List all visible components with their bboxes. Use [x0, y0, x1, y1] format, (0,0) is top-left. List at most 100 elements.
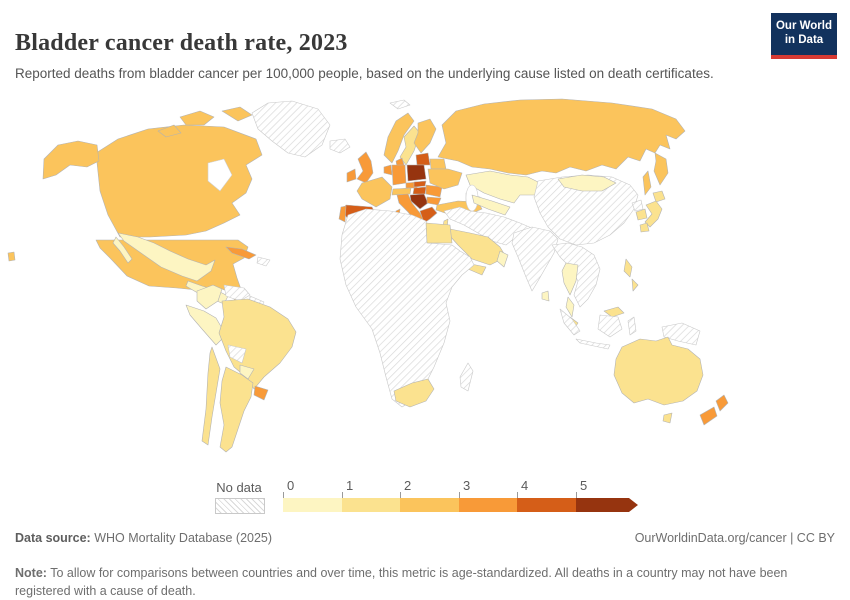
- country-thailand[interactable]: [561, 262, 579, 296]
- country-canada-arctic[interactable]: [179, 110, 215, 126]
- country-south-korea[interactable]: [635, 208, 648, 221]
- legend-tickline: [342, 492, 343, 498]
- country-philippines[interactable]: [623, 258, 633, 278]
- region-austria-switzerland[interactable]: [391, 187, 412, 196]
- country-canada-arctic[interactable]: [221, 106, 253, 122]
- country-brazil[interactable]: [218, 298, 297, 390]
- legend-no-data-swatch[interactable]: [215, 498, 265, 514]
- country-venezuela[interactable]: [223, 284, 251, 302]
- country-japan-hokkaido[interactable]: [652, 190, 666, 203]
- country-uk[interactable]: [356, 151, 374, 184]
- country-south-africa[interactable]: [393, 378, 435, 408]
- country-mongolia[interactable]: [557, 174, 617, 192]
- footer-note: Note: To allow for comparisons between c…: [15, 564, 837, 600]
- country-russia-sakhalin[interactable]: [642, 170, 652, 196]
- country-france[interactable]: [356, 176, 393, 208]
- legend-bin-3-4[interactable]: [458, 498, 518, 512]
- legend-tick-5: 5: [580, 478, 588, 493]
- country-australia[interactable]: [613, 336, 704, 406]
- country-belarus[interactable]: [429, 158, 447, 170]
- legend-bin-0-1[interactable]: [283, 498, 342, 512]
- data-source-text: Data source: WHO Mortality Database (202…: [15, 531, 272, 545]
- world-choropleth-map[interactable]: [0, 95, 850, 477]
- country-mexico-baja[interactable]: [112, 236, 133, 264]
- legend-tickline: [283, 492, 284, 498]
- country-indonesia-sumatra[interactable]: [559, 308, 581, 336]
- country-indonesia-sulawesi[interactable]: [627, 316, 637, 336]
- map-legend: No data 0 1 2 3 4 5: [0, 478, 850, 518]
- legend-tickline: [517, 492, 518, 498]
- country-indonesia-borneo[interactable]: [597, 314, 623, 338]
- country-russia[interactable]: [437, 98, 686, 176]
- region-benelux[interactable]: [383, 164, 393, 176]
- legend-tick-4: 4: [521, 478, 529, 493]
- country-new-guinea[interactable]: [661, 322, 701, 346]
- country-mexico[interactable]: [117, 232, 216, 282]
- country-egypt[interactable]: [425, 222, 453, 244]
- country-chile[interactable]: [201, 346, 221, 446]
- country-kazakhstan[interactable]: [465, 170, 541, 204]
- country-philippines-south[interactable]: [631, 278, 639, 292]
- country-colombia[interactable]: [196, 284, 223, 310]
- hudson-bay: [207, 158, 233, 192]
- country-new-zealand-south[interactable]: [699, 406, 718, 426]
- legend-bin-4-5[interactable]: [517, 498, 576, 512]
- country-sri-lanka[interactable]: [541, 290, 550, 302]
- data-source-value: WHO Mortality Database (2025): [90, 531, 273, 545]
- country-thailand-peninsula[interactable]: [565, 296, 575, 318]
- legend-tick-3: 3: [463, 478, 471, 493]
- country-russia-kamchatka[interactable]: [653, 152, 669, 186]
- country-hispaniola[interactable]: [256, 256, 271, 267]
- country-bulgaria[interactable]: [426, 196, 442, 206]
- country-indonesia-java[interactable]: [575, 338, 611, 350]
- country-australia-tasmania[interactable]: [662, 412, 673, 424]
- country-japan-honshu[interactable]: [644, 200, 663, 228]
- country-portugal[interactable]: [338, 205, 347, 223]
- legend-bin-1-2[interactable]: [341, 498, 401, 512]
- country-slovakia[interactable]: [413, 180, 427, 188]
- region-peru-ecuador[interactable]: [185, 304, 227, 346]
- country-hawaii[interactable]: [7, 251, 16, 262]
- country-uruguay[interactable]: [253, 385, 269, 401]
- country-poland[interactable]: [406, 164, 427, 182]
- owid-logo-line1: Our World: [775, 20, 832, 33]
- data-source-label: Data source:: [15, 531, 91, 545]
- footer-note-text: To allow for comparisons between countri…: [15, 565, 788, 599]
- footer-source-row: Data source: WHO Mortality Database (202…: [15, 531, 835, 545]
- country-alaska[interactable]: [42, 140, 100, 180]
- country-malaysia-borneo[interactable]: [603, 306, 625, 318]
- country-argentina[interactable]: [219, 366, 254, 453]
- country-new-zealand-north[interactable]: [715, 394, 729, 412]
- country-hungary[interactable]: [412, 186, 427, 195]
- legend-bin-2-3[interactable]: [400, 498, 459, 512]
- legend-bin-5+[interactable]: [576, 498, 638, 512]
- country-germany[interactable]: [391, 164, 407, 186]
- owid-logo-line2: in Data: [784, 34, 824, 46]
- country-madagascar[interactable]: [459, 362, 474, 392]
- owid-logo[interactable]: Our World in Data: [771, 13, 837, 59]
- country-canada-arctic[interactable]: [157, 124, 182, 138]
- region-baltics[interactable]: [415, 152, 431, 166]
- country-sweden[interactable]: [399, 125, 421, 166]
- page-title: Bladder cancer death rate, 2023: [15, 30, 348, 57]
- country-canada[interactable]: [95, 124, 263, 238]
- country-romania[interactable]: [425, 184, 443, 198]
- country-india[interactable]: [511, 226, 559, 292]
- country-norway[interactable]: [383, 112, 415, 164]
- country-greenland[interactable]: [251, 100, 331, 158]
- region-central-asia[interactable]: [471, 194, 511, 216]
- country-iceland[interactable]: [329, 138, 351, 154]
- country-ireland[interactable]: [346, 168, 357, 183]
- country-ukraine[interactable]: [427, 168, 463, 190]
- region-svalbard[interactable]: [389, 99, 411, 110]
- country-cuba[interactable]: [225, 246, 257, 260]
- legend-tickline: [400, 492, 401, 498]
- owid-cancer-link[interactable]: OurWorldinData.org/cancer | CC BY: [634, 531, 835, 545]
- country-finland[interactable]: [413, 118, 437, 154]
- country-bolivia[interactable]: [227, 344, 247, 364]
- country-japan-kyushu[interactable]: [639, 222, 650, 233]
- country-oman[interactable]: [496, 250, 509, 268]
- country-north-korea[interactable]: [631, 199, 644, 212]
- country-china[interactable]: [533, 174, 639, 246]
